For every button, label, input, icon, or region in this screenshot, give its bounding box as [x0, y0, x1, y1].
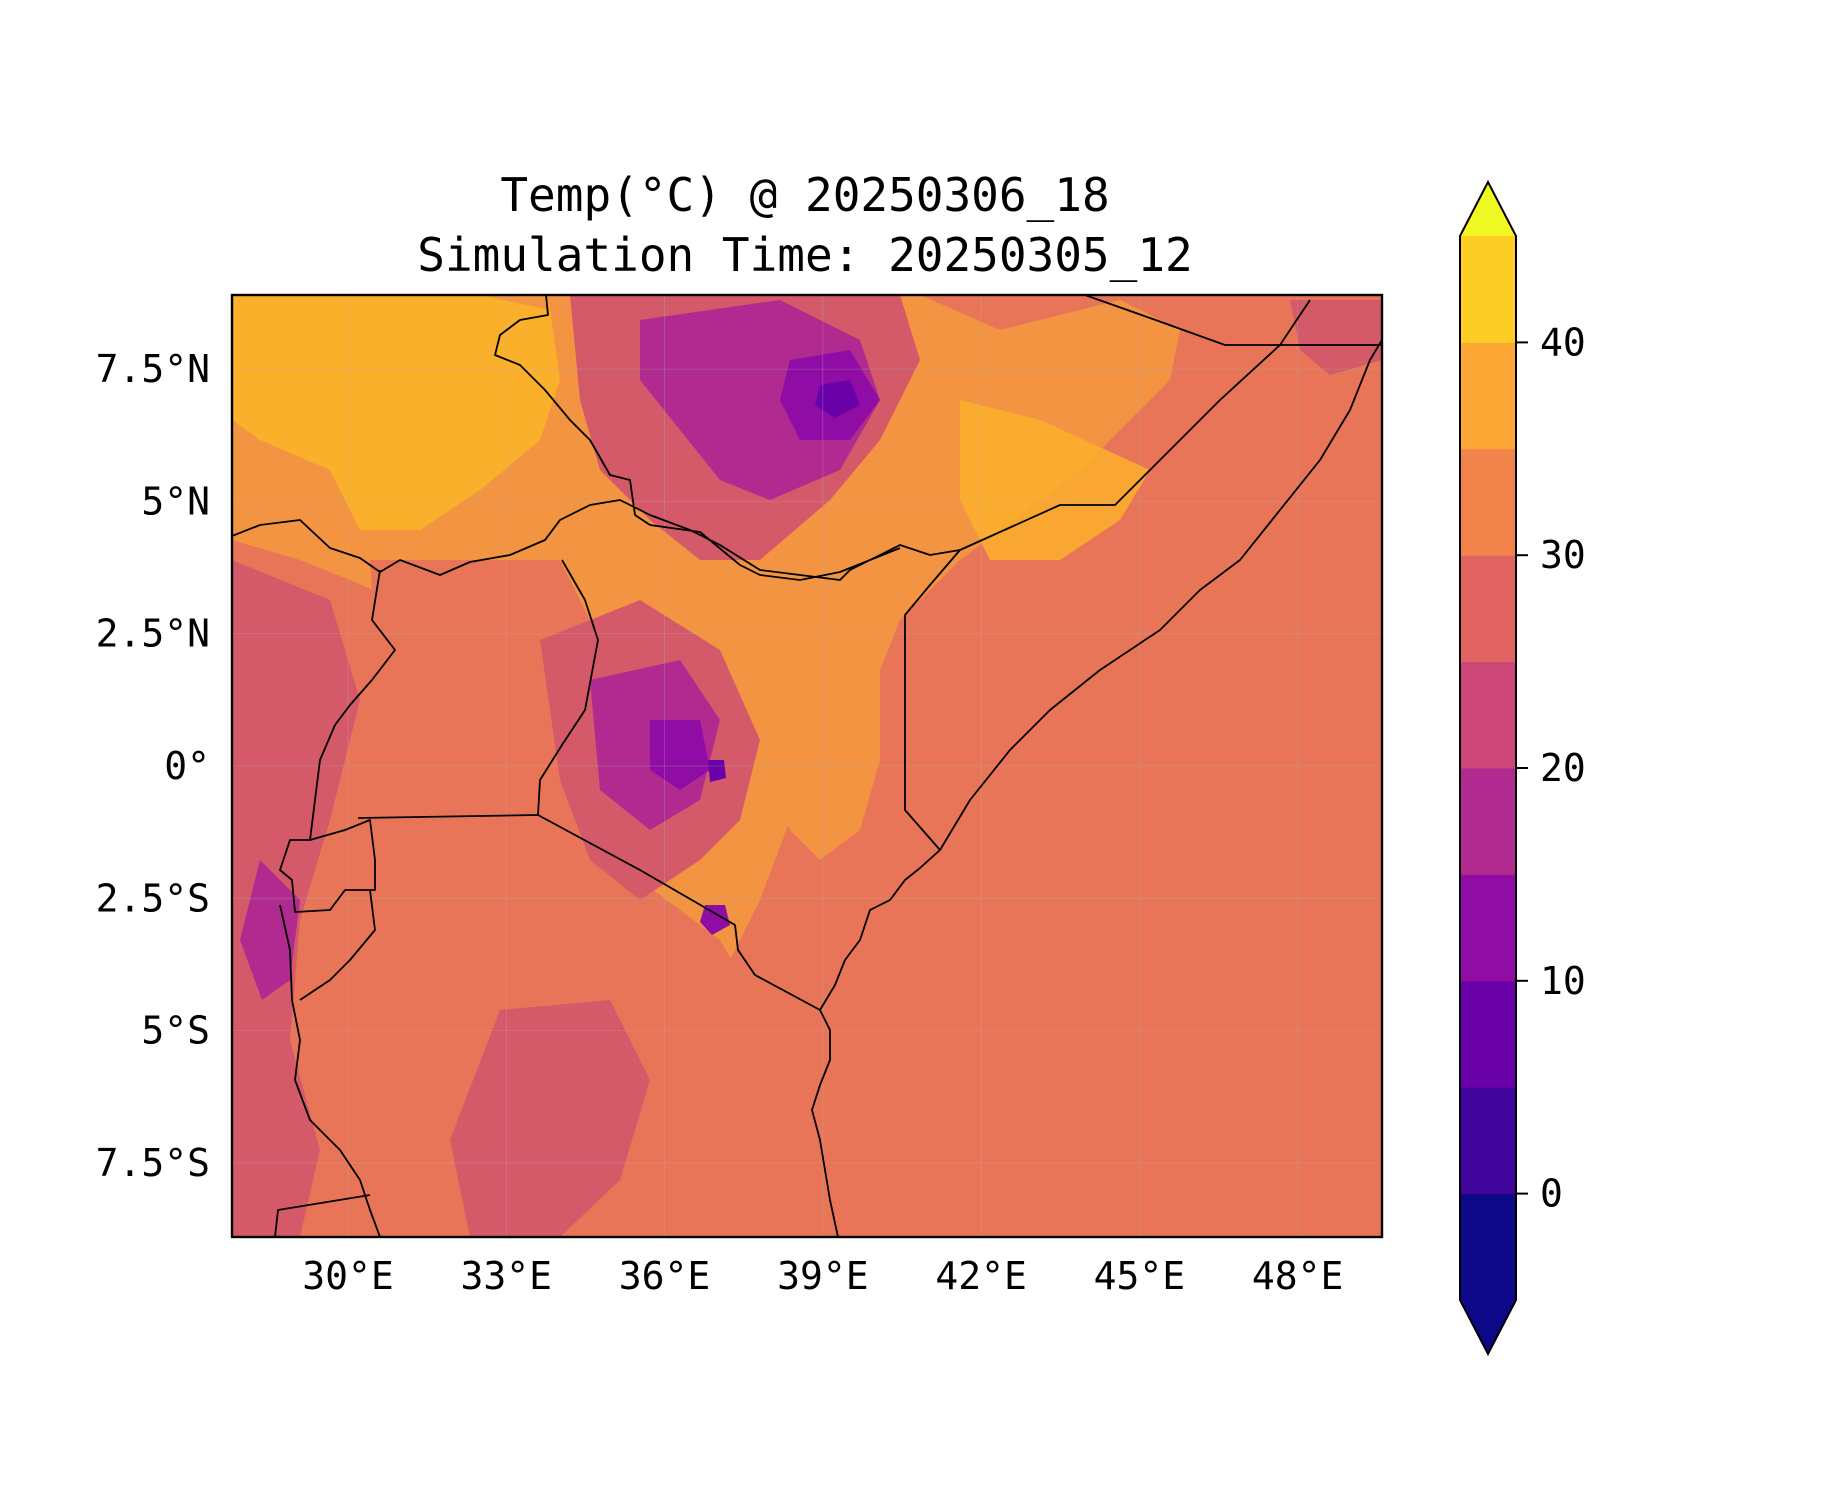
colorbar-bin	[1460, 1087, 1516, 1195]
map-title-line-1: Temp(°C) @ 20250306_18	[500, 168, 1110, 222]
colorbar-tick-label: 10	[1540, 959, 1586, 1003]
lat-tick-label: 5°N	[141, 479, 210, 523]
border-uganda-tanzania	[357, 814, 539, 819]
lon-tick-label: 48°E	[1252, 1254, 1344, 1298]
lat-tick-label: 2.5°S	[96, 876, 210, 920]
lon-tick-label: 45°E	[1094, 1254, 1186, 1298]
border-drc-uganda	[309, 569, 396, 841]
lat-tick-label: 2.5°N	[96, 612, 210, 656]
colorbar-tick-label: 30	[1540, 533, 1586, 577]
colorbar-tick-label: 20	[1540, 746, 1586, 790]
colorbar-bin	[1460, 980, 1516, 1088]
plot-frame	[230, 293, 1384, 1239]
band-10-15-kenya	[650, 720, 710, 790]
band-35-40-ogaden	[960, 400, 1150, 560]
border-zambia	[274, 1194, 371, 1237]
colorbar-tick-label: 0	[1540, 1172, 1563, 1216]
lat-tick-label: 0°	[164, 744, 210, 788]
border-ethiopia-west	[494, 295, 651, 526]
lon-tick-label: 36°E	[619, 1254, 711, 1298]
longitude-tick-labels: 30°E 33°E 36°E 39°E 42°E 45°E 48°E	[302, 1254, 1343, 1298]
border-southsudan-sudan	[232, 499, 961, 581]
lon-tick-label: 33°E	[461, 1254, 553, 1298]
latitude-tick-labels: 7.5°N 5°N 2.5°N 0° 2.5°S 5°S 7.5°S	[96, 347, 210, 1185]
lat-tick-label: 5°S	[141, 1009, 210, 1053]
band-35-40-south-sudan	[232, 295, 560, 530]
colorbar-bin	[1460, 342, 1516, 450]
colorbar-extend-max	[1460, 182, 1516, 236]
lat-tick-label: 7.5°S	[96, 1141, 210, 1185]
lon-tick-label: 39°E	[777, 1254, 869, 1298]
colorbar: 0 10 20 30 40	[1459, 179, 1586, 1357]
colorbar-outline	[1459, 179, 1517, 1357]
border-rwanda-burundi	[279, 819, 376, 913]
band-20-25-gulf-of-aden	[1290, 300, 1382, 375]
colorbar-bin	[1460, 1193, 1516, 1301]
band-10-15-kilimanjaro	[700, 905, 730, 935]
band-30-35-kenya	[560, 520, 880, 860]
colorbar-extend-min	[1460, 1300, 1516, 1354]
border-kenya-somalia	[904, 549, 961, 851]
border-tanzania-burundi	[299, 889, 376, 1001]
border-uganda-kenya	[537, 559, 599, 816]
colorbar-tick-label: 40	[1540, 320, 1586, 364]
coastline-east-africa	[811, 339, 1382, 1237]
temperature-field	[232, 295, 1382, 1237]
lat-tick-label: 7.5°N	[96, 347, 210, 391]
band-25-30-uganda	[370, 560, 600, 800]
colorbar-bin	[1460, 661, 1516, 769]
band-20-25-southern-highlands	[450, 1000, 650, 1237]
band-15-20-ethiopia	[640, 300, 880, 500]
lon-tick-label: 42°E	[935, 1254, 1027, 1298]
coastline-kenya	[819, 849, 941, 1011]
lon-tick-label: 30°E	[302, 1254, 394, 1298]
band-15-20-rwenzori	[240, 860, 300, 1000]
colorbar-bin	[1460, 768, 1516, 875]
band-5-10-ethiopia-peak	[815, 380, 860, 418]
colorbar-bin	[1460, 236, 1516, 343]
country-borders	[232, 295, 1382, 1237]
border-kenya-ethiopia	[649, 524, 901, 581]
colorbar-bin	[1460, 448, 1516, 556]
border-somaliland	[1084, 295, 1382, 346]
border-somalia-ethiopia	[959, 299, 1311, 551]
map-title-line-2: Simulation Time: 20250305_12	[417, 228, 1193, 282]
colorbar-bin	[1460, 874, 1516, 982]
border-kenya-tanzania	[537, 814, 821, 1011]
band-5-10-mt-kenya	[708, 760, 726, 782]
colorbar-bin	[1460, 555, 1516, 663]
gridlines	[232, 295, 1382, 1237]
